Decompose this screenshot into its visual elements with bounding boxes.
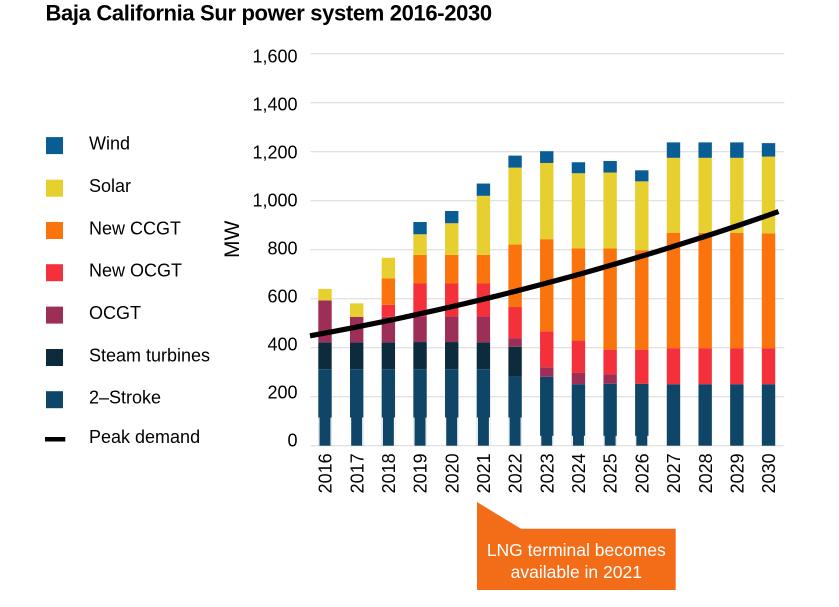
svg-text:New CCGT: New CCGT: [89, 219, 181, 239]
svg-text:2020: 2020: [442, 453, 462, 493]
svg-text:0: 0: [287, 431, 297, 451]
svg-text:200: 200: [267, 383, 297, 403]
svg-text:2029: 2029: [727, 453, 747, 493]
svg-text:Steam turbines: Steam turbines: [89, 346, 210, 366]
svg-text:2021: 2021: [474, 453, 494, 493]
svg-text:2025: 2025: [601, 453, 621, 493]
svg-text:800: 800: [267, 239, 297, 259]
svg-text:LNG terminal becomes: LNG terminal becomes: [487, 540, 666, 560]
svg-text:1,200: 1,200: [252, 143, 297, 163]
svg-text:OCGT: OCGT: [89, 303, 141, 323]
svg-text:Baja California Sur power syst: Baja California Sur power system 2016-20…: [46, 1, 492, 26]
svg-text:Solar: Solar: [89, 176, 131, 196]
svg-text:2–Stroke: 2–Stroke: [89, 388, 161, 408]
svg-text:2026: 2026: [632, 453, 652, 493]
svg-text:2030: 2030: [759, 453, 779, 493]
svg-text:2024: 2024: [569, 453, 589, 493]
svg-text:New OCGT: New OCGT: [89, 261, 182, 281]
svg-text:2028: 2028: [696, 453, 716, 493]
svg-text:400: 400: [267, 335, 297, 355]
svg-text:600: 600: [267, 287, 297, 307]
svg-text:available in 2021: available in 2021: [511, 562, 642, 582]
svg-text:1,000: 1,000: [252, 191, 297, 211]
svg-text:MW: MW: [221, 220, 244, 257]
svg-text:2022: 2022: [506, 453, 526, 493]
svg-text:1,600: 1,600: [252, 47, 297, 67]
svg-text:Peak demand: Peak demand: [89, 427, 200, 447]
svg-text:Wind: Wind: [89, 134, 130, 154]
svg-text:1,400: 1,400: [252, 95, 297, 115]
svg-text:2017: 2017: [347, 453, 367, 493]
svg-text:2019: 2019: [411, 453, 431, 493]
svg-text:2018: 2018: [379, 453, 399, 493]
svg-text:2023: 2023: [537, 453, 557, 493]
svg-text:2016: 2016: [316, 453, 336, 493]
svg-text:2027: 2027: [664, 453, 684, 493]
